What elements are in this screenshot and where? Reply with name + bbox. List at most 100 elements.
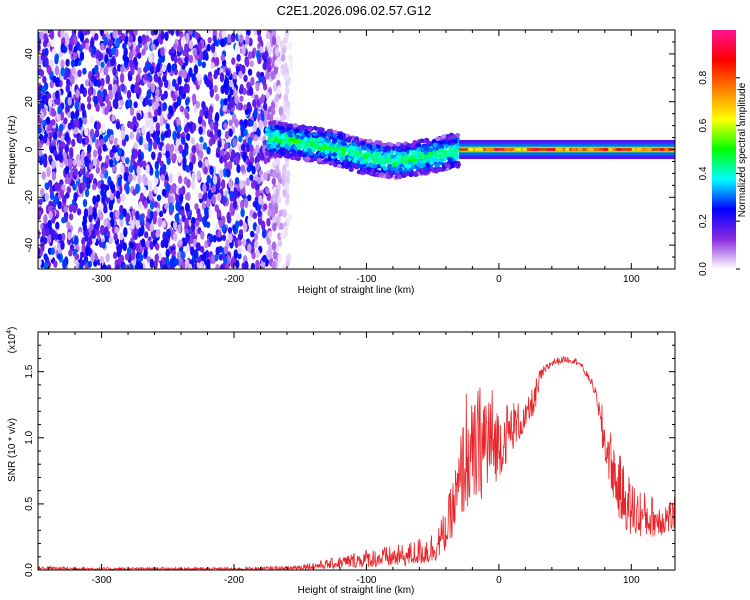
spectrogram-cell: [372, 163, 378, 168]
spectrogram-cell: [217, 230, 222, 238]
spectrogram-cell: [191, 123, 197, 132]
spectrogram-cell: [516, 148, 523, 151]
spectrogram-cell: [117, 30, 123, 36]
spectrogram-cell: [161, 164, 167, 172]
spectrogram-cell: [54, 154, 60, 161]
spectrogram-cell: [38, 148, 43, 157]
spectrogram-cell: [241, 143, 246, 152]
spectrogram-cell: [93, 78, 98, 87]
spectrogram-cell: [273, 140, 279, 146]
spectrogram-cell: [394, 172, 400, 177]
spectrogram-cell: [282, 264, 287, 269]
spectrogram-cell: [159, 119, 164, 127]
spectrogram-cell: [81, 181, 86, 191]
spectrogram-cell: [49, 30, 55, 40]
spectrogram-cell: [318, 145, 324, 150]
spectrogram-cell: [379, 172, 385, 177]
spectrogram-cell: [239, 179, 244, 190]
spectrogram-cell: [175, 30, 180, 37]
spectrogram-cell: [157, 217, 162, 228]
spectrogram-cell: [265, 91, 270, 100]
spectrogram-cell: [66, 186, 72, 194]
spectrogram-cell: [131, 208, 136, 217]
spectrogram-cell: [488, 148, 495, 151]
spectrogram-cell: [238, 86, 244, 95]
spectrogram-cell: [59, 123, 64, 132]
spectrogram-cell: [256, 71, 261, 78]
spectrogram-cell: [166, 62, 172, 73]
spectrogram-cell: [61, 216, 66, 224]
spectrogram-cell: [110, 58, 115, 67]
spectrogram-cell: [262, 102, 268, 111]
spectrogram-cell: [157, 105, 162, 116]
spectrogram-cell: [157, 151, 162, 159]
spectrogram-cell: [41, 227, 46, 238]
spectrogram-cell: [41, 171, 46, 180]
spectrogram-cell: [146, 72, 152, 80]
spectrogram-cell: [113, 137, 119, 147]
spectrogram-cell: [249, 60, 254, 68]
spectrogram-cell: [70, 111, 75, 120]
spectrogram-cell: [67, 231, 72, 241]
spectrogram-cell: [63, 157, 69, 166]
spectrogram-cell: [154, 169, 160, 179]
spectrogram-cell: [225, 168, 231, 178]
spectrogram-cell: [362, 146, 368, 151]
spectrogram-cell: [57, 200, 62, 210]
colorbar: 0.0 0.2 0.4 0.6 0.8 Normalized spectral ampl…: [698, 30, 748, 276]
spectrogram-cell: [211, 184, 217, 193]
spectrogram-cell: [62, 258, 67, 269]
spectrogram-cell: [70, 59, 76, 68]
spectrogram-cell: [263, 109, 269, 118]
spectrogram-cell: [253, 109, 258, 118]
colorbar-tick-label: 0.0: [698, 262, 709, 276]
spectrogram-cell: [38, 246, 41, 257]
spectrogram-cell: [349, 152, 355, 157]
spectrogram-cell: [241, 238, 247, 247]
spectrogram-cell: [262, 62, 267, 71]
spectrogram-cell: [165, 249, 170, 258]
spectrogram-cell: [86, 30, 91, 35]
spectrogram-cell: [164, 256, 170, 266]
spectrogram-cell: [61, 232, 66, 242]
spectrogram-cell: [213, 123, 219, 133]
spectrogram-cell: [91, 229, 96, 239]
spectrogram-cell: [161, 220, 166, 228]
spectrogram-cell: [137, 174, 142, 185]
spectrogram-cell: [120, 32, 126, 42]
spectrogram-cell: [188, 30, 193, 36]
spectrogram-cell: [295, 140, 301, 145]
spectrogram-cell: [135, 219, 141, 230]
spectrogram-cell: [347, 146, 353, 151]
spectrogram-cell: [128, 165, 134, 174]
spectrogram-cell: [284, 30, 290, 40]
spectrogram-cell: [224, 161, 229, 170]
spectrogram-cell: [272, 169, 277, 179]
spectrogram-cell: [214, 254, 219, 262]
spectrogram-cell: [245, 34, 250, 45]
spectrogram-cell: [216, 146, 221, 154]
spectrogram-cell: [42, 236, 48, 245]
spectrogram-cell: [313, 144, 319, 149]
spectrogram-cell: [79, 83, 85, 94]
spectrogram-cell: [316, 130, 322, 135]
spectrogram-cell: [120, 83, 125, 91]
spectrogram-cell: [129, 131, 134, 140]
spectrogram-cell: [360, 140, 366, 146]
spectrogram-cell: [238, 229, 244, 236]
spectrogram-cell: [137, 51, 142, 59]
spectrogram-cell: [269, 148, 275, 153]
spectrogram-cell: [281, 172, 286, 181]
spectrogram-cell: [220, 98, 225, 107]
spectrogram-cell: [234, 237, 239, 249]
spectrogram-cell: [111, 145, 117, 154]
spectrogram-cell: [274, 164, 280, 173]
spectrogram-cell: [95, 70, 100, 79]
spectrogram-cell: [203, 166, 208, 175]
spectrogram-cell: [168, 150, 174, 160]
spectrogram-cell: [255, 144, 260, 155]
spectrogram-cell: [143, 112, 149, 121]
spectrogram-cell: [149, 258, 155, 269]
spectrogram-cell: [77, 69, 82, 78]
